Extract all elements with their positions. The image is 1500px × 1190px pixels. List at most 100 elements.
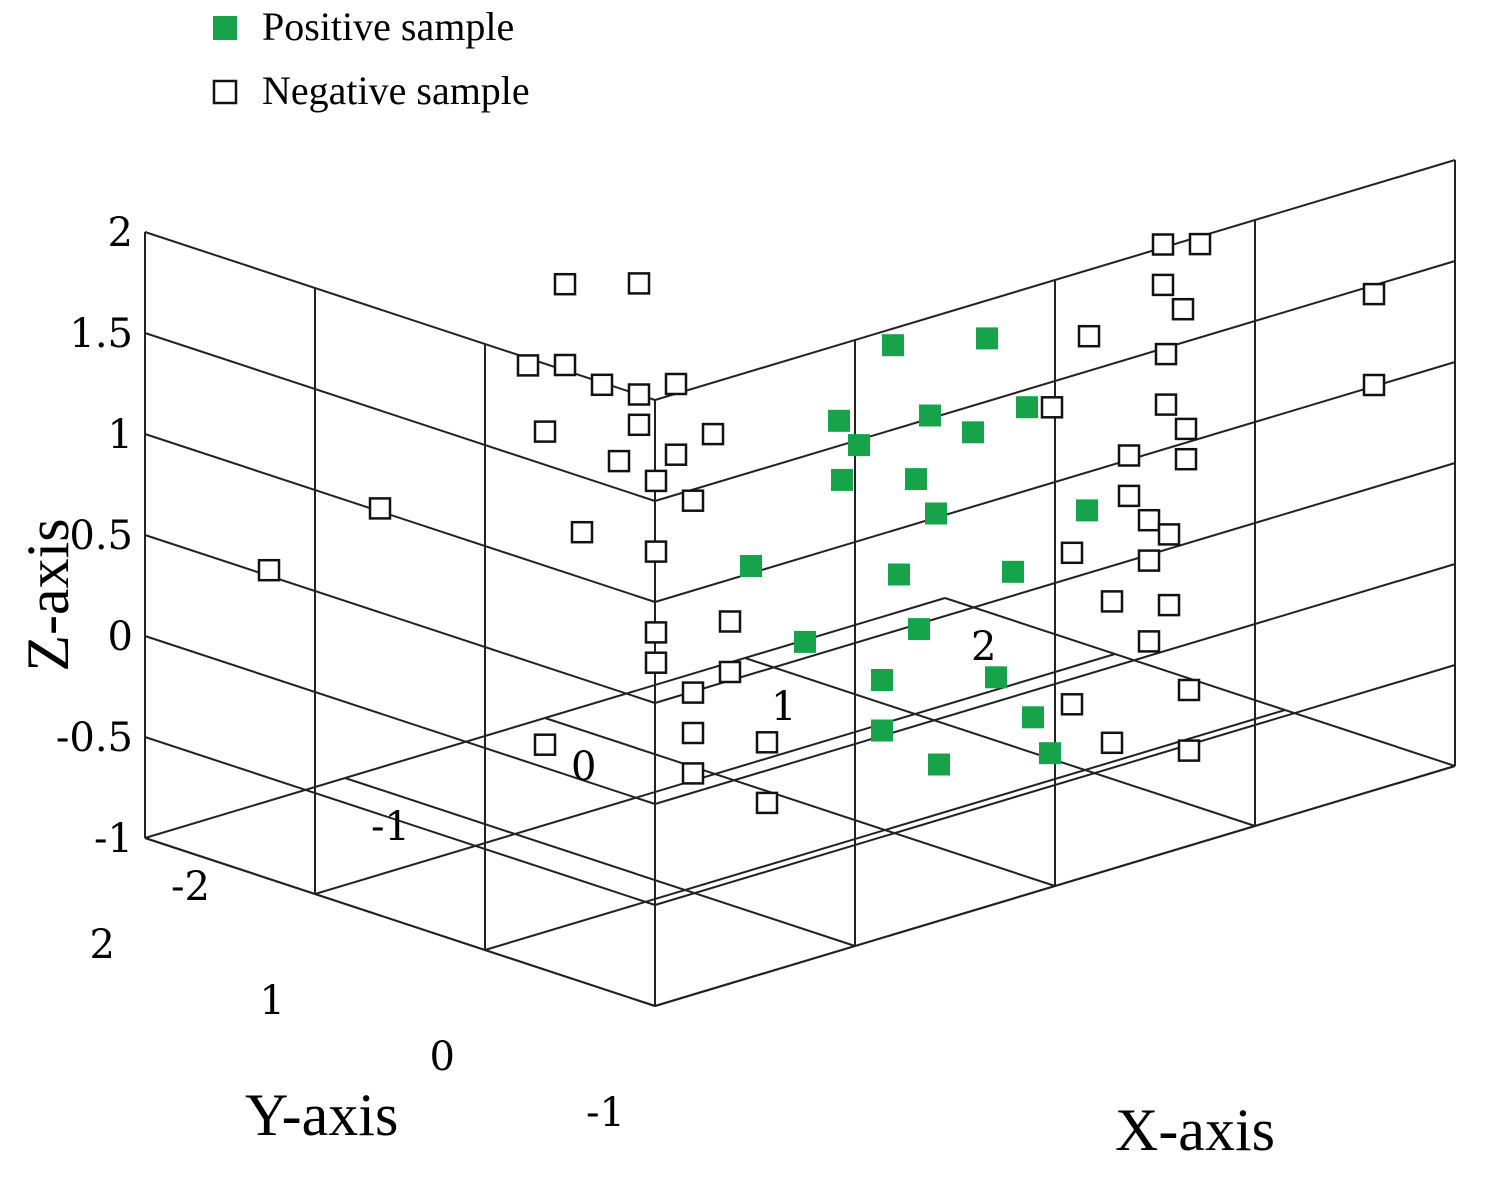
negative-point (1174, 417, 1198, 441)
y-tick-label: 0 (430, 1034, 455, 1080)
negative-point (570, 520, 594, 544)
negative-point (681, 762, 705, 785)
grid-line (544, 717, 1056, 887)
negative-point (553, 353, 577, 377)
grid-line (144, 736, 656, 906)
positive-point (740, 555, 762, 577)
negative-point (1157, 523, 1181, 546)
positive-point (888, 563, 910, 586)
negative-point (644, 651, 668, 674)
positive-point (1076, 499, 1098, 522)
grid-line (654, 361, 1456, 603)
negative-point (664, 443, 688, 466)
z-tick-label: -0.5 (56, 715, 133, 761)
negative-point (1137, 630, 1161, 653)
negative-point (368, 497, 392, 520)
negative-point (1077, 324, 1101, 348)
grid-line (344, 777, 856, 947)
positive-point (871, 669, 893, 691)
negative-point (1157, 593, 1181, 617)
negative-point (257, 558, 281, 582)
positive-point (1022, 706, 1044, 729)
grid-line (144, 534, 656, 704)
negative-point (681, 489, 705, 512)
data-points (257, 232, 1386, 815)
negative-point (755, 731, 779, 754)
x-tick-label: 2 (971, 624, 996, 670)
z-tick-label: 0.5 (69, 513, 133, 559)
positive-point (882, 334, 904, 357)
negative-point (1137, 508, 1161, 532)
y-tick-label: -1 (586, 1090, 625, 1136)
x-axis-title: X-axis (1115, 1097, 1275, 1163)
y-axis-title: Y-axis (245, 1082, 398, 1148)
negative-point (1177, 739, 1201, 762)
negative-point (1151, 273, 1175, 297)
negative-point (1040, 396, 1064, 419)
negative-point (718, 610, 742, 633)
negative-point (627, 383, 651, 406)
negative-point (1060, 693, 1084, 716)
grid-line (654, 260, 1456, 502)
grid (144, 159, 1456, 1007)
negative-point (1362, 282, 1386, 306)
z-tick-label: 0 (108, 614, 133, 660)
negative-point (1154, 393, 1178, 416)
grid-line (314, 653, 1116, 895)
negative-point (553, 272, 577, 296)
positive-point (848, 434, 870, 457)
z-tick-label: -1 (94, 816, 133, 862)
negative-point (664, 372, 688, 396)
negative-point (1171, 297, 1195, 321)
negative-point (644, 469, 668, 493)
negative-point (1100, 731, 1124, 755)
x-tick-label: -1 (371, 804, 410, 850)
grid-line (654, 159, 1456, 401)
positive-point (794, 630, 816, 653)
tick-labels: -1 -0.5 0 0.5 1 1.5 2 -1 0 1 2 -2 -1 0 1 2 (56, 210, 997, 1136)
legend-label-positive: Positive sample (262, 4, 514, 49)
negative-point (1117, 484, 1141, 508)
negative-point (1188, 232, 1212, 256)
legend: Positive sample Negative sample (212, 4, 530, 113)
positive-point (976, 327, 998, 350)
negative-point (1060, 541, 1084, 565)
negative-point (1174, 447, 1198, 471)
grid-line (654, 765, 1456, 1007)
legend-swatch-negative (212, 79, 238, 105)
grid-line (744, 657, 1256, 827)
negative-point (1362, 373, 1386, 397)
positive-point (905, 468, 927, 491)
x-tick-label: 0 (571, 744, 596, 790)
negative-point (627, 413, 651, 437)
positive-point (1039, 742, 1061, 765)
x-tick-label: 1 (771, 684, 796, 730)
negative-point (681, 681, 705, 704)
negative-point (1100, 590, 1124, 613)
negative-point (755, 791, 779, 815)
negative-point (516, 354, 540, 377)
positive-point (871, 719, 893, 742)
grid-line (144, 837, 656, 1007)
grid-line (144, 433, 656, 603)
x-tick-label: -2 (171, 864, 210, 910)
positive-point (925, 502, 947, 525)
negative-point (681, 721, 705, 745)
negative-point (1117, 444, 1141, 467)
positive-point (908, 618, 930, 641)
grid-line (144, 332, 656, 502)
legend-swatch-positive (213, 16, 237, 40)
negative-point (701, 422, 725, 446)
positive-point (1016, 396, 1038, 419)
negative-point (533, 420, 557, 443)
positive-point (1002, 560, 1024, 583)
z-tick-label: 1 (108, 412, 133, 458)
grid-line (654, 462, 1456, 704)
grid-line (144, 635, 656, 805)
grid-line (484, 709, 1286, 951)
grid-line (144, 231, 656, 401)
z-tick-label: 2 (108, 210, 133, 256)
negative-point (533, 733, 557, 756)
grid-line (654, 563, 1456, 805)
z-tick-label: 1.5 (69, 311, 133, 357)
